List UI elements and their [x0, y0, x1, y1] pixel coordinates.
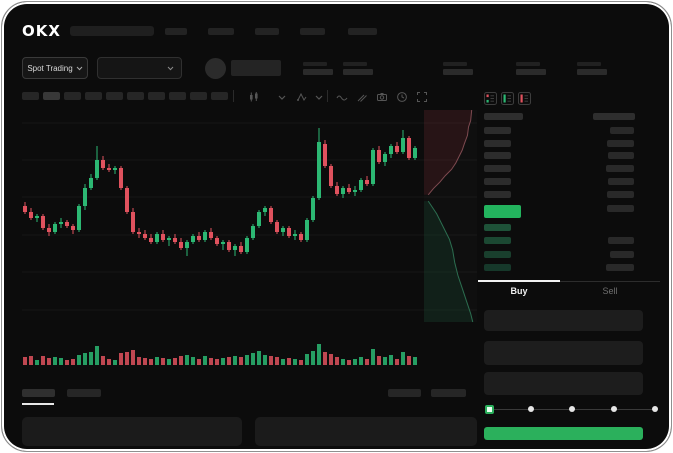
timeframe-button[interactable]: [85, 92, 102, 100]
camera-icon[interactable]: [376, 90, 388, 102]
slider-stop[interactable]: [569, 406, 575, 412]
tab-sell[interactable]: Sell: [602, 286, 618, 296]
bottom-panel-placeholder: [22, 417, 242, 446]
bid-row-price-placeholder[interactable]: [484, 251, 511, 258]
draw-icon[interactable]: [356, 90, 368, 102]
timeframe-button[interactable]: [22, 92, 39, 100]
toolbar-divider: [327, 90, 328, 102]
pair-name-placeholder: [231, 60, 281, 76]
ticker-stat-label-placeholder: [443, 62, 467, 66]
bid-row-price-placeholder[interactable]: [484, 264, 511, 271]
chevron-down-icon: [76, 66, 83, 70]
history-icon[interactable]: [396, 90, 408, 102]
bottom-tab[interactable]: [67, 389, 101, 397]
ask-row-amount-placeholder[interactable]: [608, 177, 634, 185]
indicators-icon[interactable]: [296, 90, 308, 102]
ticker-stat-label-placeholder: [577, 62, 601, 66]
ticker-stat-value-placeholder: [303, 69, 333, 75]
ask-row-amount-placeholder[interactable]: [606, 165, 634, 173]
line-style-icon[interactable]: [336, 90, 348, 102]
ticker-stat-label-placeholder: [303, 62, 327, 66]
chart-type-icon[interactable]: [248, 90, 260, 102]
nav-item-placeholder[interactable]: [165, 28, 187, 35]
ticker-stat-value-placeholder: [343, 69, 373, 75]
orderbook-layout-asks-icon[interactable]: [518, 92, 531, 105]
ticker-stat-label-placeholder: [343, 62, 367, 66]
bottom-tab-underline: [22, 403, 54, 405]
timeframe-button[interactable]: [106, 92, 123, 100]
orderbook-header-price-placeholder: [484, 113, 523, 120]
timeframe-button[interactable]: [148, 92, 165, 100]
last-price-bar[interactable]: [484, 205, 521, 218]
pair-selector-dropdown[interactable]: [97, 57, 182, 79]
timeframe-button[interactable]: [211, 92, 228, 100]
last-price-amount-placeholder: [607, 205, 634, 212]
ask-row-price-placeholder[interactable]: [484, 190, 511, 198]
chevron-down-icon[interactable]: [276, 90, 288, 102]
ask-row-amount-placeholder[interactable]: [610, 127, 634, 134]
bid-row-price-placeholder[interactable]: [484, 237, 511, 244]
market-type-label: Spot Trading: [27, 63, 73, 73]
tab-buy[interactable]: Buy: [510, 286, 528, 296]
active-tab-indicator: [478, 280, 560, 282]
nav-item-placeholder[interactable]: [300, 28, 325, 35]
timeframe-button[interactable]: [64, 92, 81, 100]
nav-item-placeholder[interactable]: [255, 28, 279, 35]
tab-divider: [478, 281, 660, 282]
bid-row-amount-placeholder[interactable]: [608, 237, 634, 244]
ask-row-amount-placeholder[interactable]: [608, 152, 634, 160]
timeframe-button[interactable]: [43, 92, 60, 100]
total-input-placeholder[interactable]: [484, 372, 643, 395]
orderbook-header-amount-placeholder: [593, 113, 635, 120]
timeframe-button[interactable]: [169, 92, 186, 100]
chevron-down-icon: [167, 66, 174, 71]
ticker-stat-value-placeholder: [443, 69, 473, 75]
nav-item-placeholder[interactable]: [348, 28, 377, 35]
bid-row-amount-placeholder[interactable]: [610, 251, 634, 258]
ask-row-price-placeholder[interactable]: [484, 127, 511, 134]
slider-stop[interactable]: [610, 406, 617, 412]
global-search-placeholder[interactable]: [70, 26, 154, 36]
ask-row-price-placeholder[interactable]: [484, 152, 511, 160]
okx-logo: OKX: [22, 22, 61, 40]
toolbar-divider: [233, 90, 234, 102]
bid-row-amount-placeholder[interactable]: [606, 264, 634, 271]
bid-row-price-placeholder[interactable]: [484, 224, 511, 231]
ask-row-price-placeholder[interactable]: [484, 177, 511, 185]
nav-item-placeholder[interactable]: [208, 28, 234, 35]
candlestick-chart[interactable]: [22, 108, 478, 368]
timeframe-button[interactable]: [190, 92, 207, 100]
ask-row-price-placeholder[interactable]: [484, 165, 511, 173]
price-input-placeholder[interactable]: [484, 310, 643, 331]
slider-stop[interactable]: [652, 406, 658, 412]
coin-avatar: [205, 58, 226, 79]
amount-input-placeholder[interactable]: [484, 341, 643, 365]
bottom-panel-placeholder: [255, 417, 477, 446]
ticker-stat-label-placeholder: [516, 62, 540, 66]
timeframe-button[interactable]: [127, 92, 144, 100]
buy-submit-button[interactable]: [484, 427, 643, 440]
ask-row-price-placeholder[interactable]: [484, 139, 511, 147]
chevron-down-icon[interactable]: [313, 90, 325, 102]
slider-stop[interactable]: [527, 406, 534, 412]
bottom-tab-active[interactable]: [22, 389, 55, 397]
bottom-action-placeholder[interactable]: [388, 389, 421, 397]
fullscreen-icon[interactable]: [416, 90, 428, 102]
orderbook-layout-combined-icon[interactable]: [484, 92, 497, 105]
slider-stop-active[interactable]: [484, 405, 494, 414]
ask-row-amount-placeholder[interactable]: [607, 190, 634, 198]
bottom-action-placeholder[interactable]: [431, 389, 466, 397]
market-type-dropdown[interactable]: Spot Trading: [22, 57, 88, 79]
ticker-stat-value-placeholder: [577, 69, 607, 75]
ask-row-amount-placeholder[interactable]: [607, 139, 634, 147]
orderbook-layout-bids-icon[interactable]: [501, 92, 514, 105]
ticker-stat-value-placeholder: [516, 69, 546, 75]
